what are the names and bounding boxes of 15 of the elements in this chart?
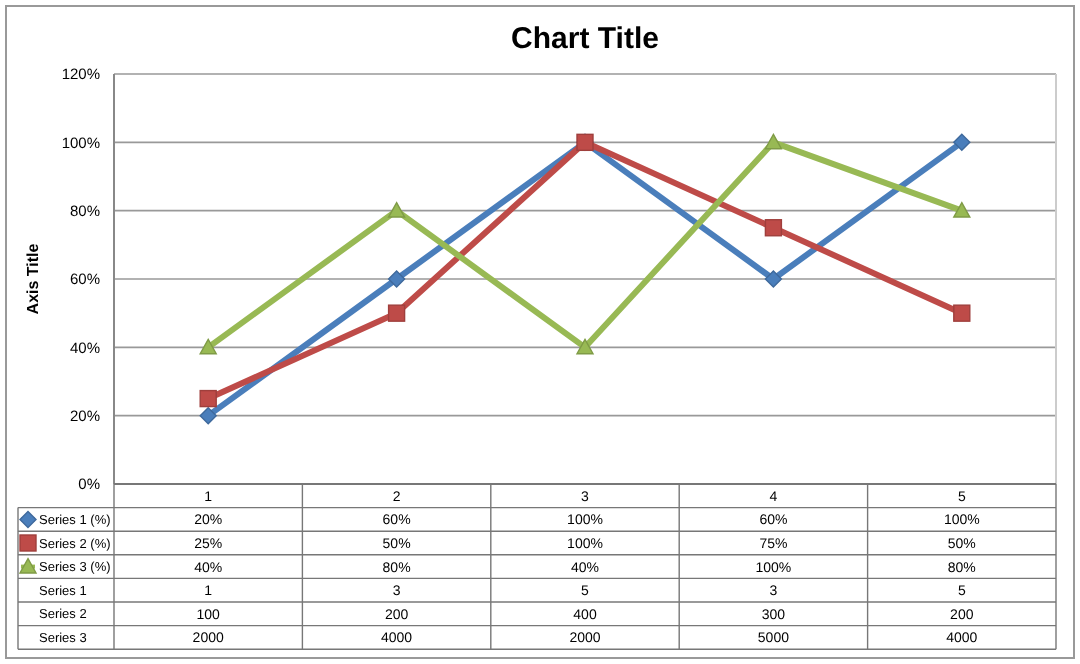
point <box>764 270 783 288</box>
point <box>953 201 971 218</box>
point <box>199 389 217 408</box>
point <box>953 304 971 322</box>
point <box>387 270 406 288</box>
point <box>387 201 406 218</box>
point <box>764 219 783 237</box>
point <box>199 338 217 355</box>
point <box>199 406 217 425</box>
y-axis-title: Axis Title <box>24 242 42 315</box>
point <box>387 304 406 322</box>
point <box>953 133 971 152</box>
chart-title: Chart Title <box>511 22 659 56</box>
point <box>764 133 783 150</box>
point <box>576 338 594 355</box>
